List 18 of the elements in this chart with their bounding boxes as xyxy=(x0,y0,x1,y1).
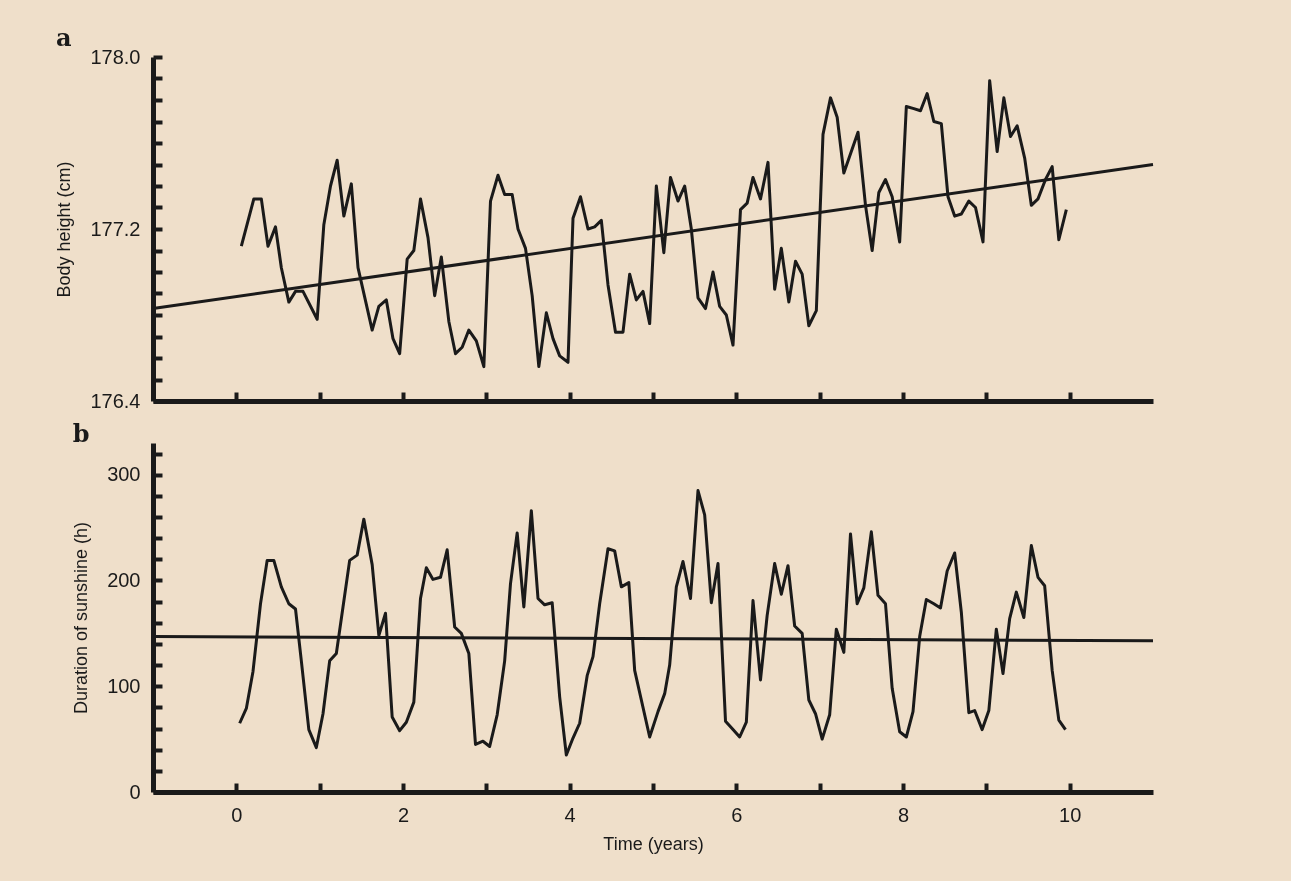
x-tick-label: 2 xyxy=(397,803,410,826)
x-tick-label: 0 xyxy=(231,803,243,826)
x-tick-label: 8 xyxy=(897,803,910,826)
y-axis-title: Body height (cm) xyxy=(54,161,75,298)
chart-title: a xyxy=(55,23,72,52)
x-tick-label: 4 xyxy=(564,803,576,826)
y-tick-label: 177.2 xyxy=(90,217,141,240)
y-tick-label: 100 xyxy=(107,674,141,697)
x-tick-label: 6 xyxy=(731,803,743,826)
y-tick-label: 0 xyxy=(129,780,141,803)
x-axis-title: Time (years) xyxy=(603,833,704,854)
y-tick-label: 178.0 xyxy=(90,45,141,68)
y-tick-label: 200 xyxy=(107,568,141,591)
y-tick-label: 300 xyxy=(107,463,141,486)
x-tick-label: 10 xyxy=(1059,803,1082,826)
y-axis-title: Duration of sunshine (h) xyxy=(71,521,92,715)
y-tick-label: 176.4 xyxy=(90,389,141,412)
chart-title: b xyxy=(72,419,90,448)
